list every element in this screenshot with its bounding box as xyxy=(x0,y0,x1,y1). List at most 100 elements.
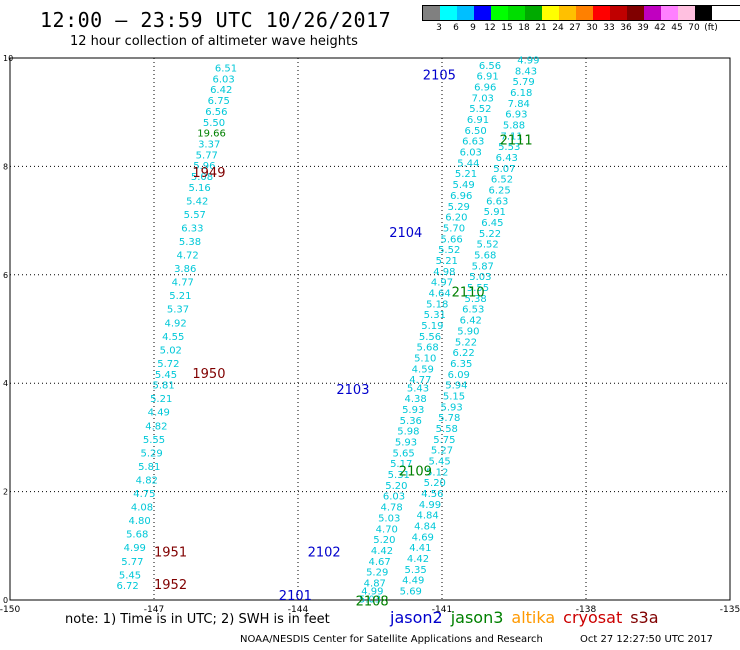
color-swatch xyxy=(491,6,508,20)
color-swatch xyxy=(559,6,576,20)
track-label: 2111 xyxy=(500,134,533,149)
color-scale-label: 36 xyxy=(620,23,632,33)
wave-height-value: 5.91 xyxy=(484,207,506,218)
wave-height-value: 6.33 xyxy=(181,223,203,234)
wave-height-value: 4.77 xyxy=(172,278,194,289)
wave-height-value: 5.42 xyxy=(186,196,208,207)
wave-height-value: 5.31 xyxy=(424,310,446,321)
color-swatch xyxy=(661,6,678,20)
wave-height-value: 5.96 xyxy=(193,161,215,172)
wave-height-value: 5.90 xyxy=(457,326,479,337)
color-swatch xyxy=(576,6,593,20)
wave-height-value: 4.59 xyxy=(412,364,434,375)
color-swatch xyxy=(627,6,644,20)
wave-height-value: 5.88 xyxy=(503,120,525,131)
footer-credit: NOAA/NESDIS Center for Satellite Applica… xyxy=(240,634,543,645)
wave-height-value: 6.20 xyxy=(445,213,467,224)
mission-legend-item: altika xyxy=(511,608,556,627)
wave-height-value: 5.52 xyxy=(469,104,491,115)
wave-height-value: 5.22 xyxy=(455,337,477,348)
wave-height-value: 6.03 xyxy=(212,74,234,85)
wave-height-value: 5.93 xyxy=(395,438,417,449)
wave-height-value: 7.03 xyxy=(472,93,494,104)
wave-height-value: 4.78 xyxy=(380,503,402,514)
wave-height-value: 4.38 xyxy=(404,394,426,405)
mission-legend-item: cryosat xyxy=(563,608,623,627)
color-scale-label: 30 xyxy=(586,23,598,33)
x-tick-label: -138 xyxy=(576,605,597,615)
color-scale-label: (ft) xyxy=(704,23,718,33)
wave-height-value: 5.87 xyxy=(472,261,494,272)
wave-height-value: 4.49 xyxy=(148,408,170,419)
track-label: 1951 xyxy=(154,546,187,561)
wave-height-value: 4.87 xyxy=(364,578,386,589)
wave-height-value: 5.81 xyxy=(152,381,174,392)
wave-height-value: 5.66 xyxy=(440,234,462,245)
wave-height-value: 4.56 xyxy=(421,489,443,500)
track-label: 2109 xyxy=(399,464,432,479)
wave-height-value: 6.25 xyxy=(488,186,510,197)
wave-height-value: 5.81 xyxy=(138,462,160,473)
wave-height-value: 4.84 xyxy=(416,511,438,522)
wave-height-value: 5.45 xyxy=(428,457,450,468)
note-text: note: 1) Time is in UTC; 2) SWH is in fe… xyxy=(65,612,330,627)
track-label: 1952 xyxy=(154,578,187,593)
wave-height-value: 6.35 xyxy=(450,359,472,370)
wave-height-value: 4.70 xyxy=(376,524,398,535)
wave-height-value: 6.91 xyxy=(476,72,498,83)
wave-height-value: 5.56 xyxy=(419,332,441,343)
wave-height-value: 4.82 xyxy=(136,475,158,486)
wave-height-value: 5.38 xyxy=(179,237,201,248)
footer-timestamp: Oct 27 12:27:50 UTC 2017 xyxy=(580,634,713,645)
wave-height-value: 6.45 xyxy=(481,218,503,229)
wave-height-value: 5.44 xyxy=(457,158,479,169)
wave-height-value: 5.21 xyxy=(169,291,191,302)
mission-legend: jason2 jason3 altika cryosat s3a xyxy=(390,608,667,627)
wave-height-value: 6.52 xyxy=(491,175,513,186)
wave-height-value: 6.96 xyxy=(474,83,496,94)
color-swatch xyxy=(610,6,627,20)
wave-height-value: 5.55 xyxy=(143,435,165,446)
color-swatch xyxy=(457,6,474,20)
wave-height-value: 6.96 xyxy=(450,191,472,202)
wave-height-value: 5.77 xyxy=(121,557,143,568)
page-title: 12:00 — 23:59 UTC 10/26/2017 xyxy=(40,8,392,32)
color-scale-legend: 3 6 9 12 15 18 21 24 27 30 33 36 39 42 45 70 (ft) xyxy=(422,5,740,35)
wave-height-value: 4.80 xyxy=(128,516,150,527)
color-swatch xyxy=(525,6,542,20)
wave-height-value: 7.11 xyxy=(500,131,522,142)
wave-height-value: 4.99 xyxy=(124,543,146,554)
wave-height-value: 5.20 xyxy=(373,535,395,546)
wave-height-value: 5.29 xyxy=(140,448,162,459)
wave-height-value: 5.65 xyxy=(392,448,414,459)
wave-height-value: 6.56 xyxy=(205,107,227,118)
x-tick-label: -144 xyxy=(288,605,309,615)
y-tick-label: 4 xyxy=(3,379,8,388)
color-scale-label: 33 xyxy=(603,23,615,33)
color-scale-labels: 3 6 9 12 15 18 21 24 27 30 33 36 39 42 45 70 (ft) xyxy=(422,23,740,35)
y-tick-label: 8 xyxy=(3,162,8,171)
color-scale-label: 42 xyxy=(654,23,666,33)
mission-legend-item: jason2 xyxy=(390,608,443,627)
wave-height-value: 5.55 xyxy=(467,283,489,294)
track-label: 2110 xyxy=(452,285,485,300)
wave-height-value: 5.03 xyxy=(469,272,491,283)
y-tick-label: 10 xyxy=(3,54,13,63)
wave-height-value: 5.03 xyxy=(359,595,381,606)
wave-height-value: 4.84 xyxy=(414,522,436,533)
track-label: 2102 xyxy=(308,546,341,561)
wave-height-value: 5.78 xyxy=(438,413,460,424)
track-label: 2104 xyxy=(389,226,422,241)
wave-height-value: 4.75 xyxy=(133,489,155,500)
color-scale-label: 12 xyxy=(484,23,496,33)
wave-height-value: 6.56 xyxy=(479,61,501,72)
mission-legend-item: jason3 xyxy=(450,608,504,627)
wave-height-value: 4.82 xyxy=(145,421,167,432)
wave-height-value: 5.72 xyxy=(157,359,179,370)
color-scale-label: 18 xyxy=(518,23,530,33)
color-swatch xyxy=(508,6,525,20)
wave-height-value: 5.50 xyxy=(203,118,225,129)
color-scale-label: 9 xyxy=(470,23,476,33)
wave-height-value: 6.22 xyxy=(452,348,474,359)
wave-height-value: 5.68 xyxy=(474,251,496,262)
